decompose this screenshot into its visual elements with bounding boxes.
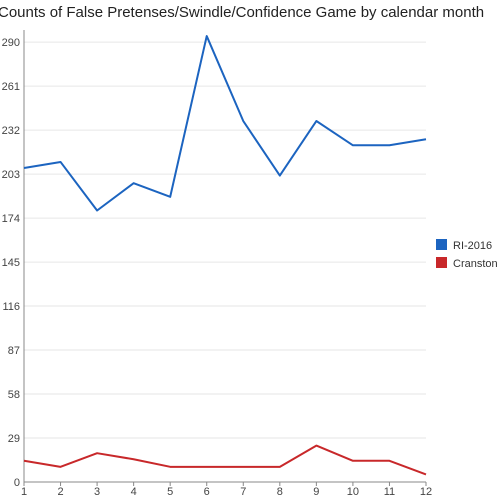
x-tick-label: 1 <box>21 486 27 498</box>
series-lines <box>23 35 427 476</box>
axes <box>23 30 427 486</box>
legend-label: RI-2016 <box>453 240 492 252</box>
y-tick-label: 87 <box>8 345 20 357</box>
legend: RI-2016 Cranston <box>436 239 498 270</box>
series-line-ri-2016 <box>23 35 427 212</box>
chart-title: Counts of False Pretenses/Swindle/Confid… <box>0 4 484 21</box>
x-tick-label: 10 <box>347 486 359 498</box>
legend-swatch <box>436 257 447 268</box>
x-tick-label: 4 <box>131 486 137 498</box>
y-tick-label: 174 <box>2 213 20 225</box>
y-axis-tick-labels: 0 29 58 87 116 145 174 203 232 261 290 <box>2 37 20 489</box>
x-tick-label: 3 <box>94 486 100 498</box>
y-tick-label: 290 <box>2 37 20 49</box>
series-line-cranston <box>23 444 427 476</box>
legend-label: Cranston <box>453 258 498 270</box>
x-tick-label: 6 <box>204 486 210 498</box>
x-tick-label: 5 <box>167 486 173 498</box>
y-tick-label: 145 <box>2 257 20 269</box>
gridlines <box>24 41 426 439</box>
x-tick-label: 8 <box>277 486 283 498</box>
y-tick-label: 116 <box>2 301 20 313</box>
x-tick-label: 7 <box>240 486 246 498</box>
y-tick-label: 29 <box>8 433 20 445</box>
y-tick-label: 203 <box>2 169 20 181</box>
legend-swatch <box>436 239 447 250</box>
x-axis-tick-labels: 1 2 3 4 5 6 7 8 9 10 11 12 <box>21 486 432 498</box>
y-tick-label: 232 <box>2 125 20 137</box>
x-tick-label: 12 <box>420 486 432 498</box>
y-tick-label: 0 <box>14 477 20 489</box>
y-tick-label: 58 <box>8 389 20 401</box>
x-tick-label: 2 <box>57 486 63 498</box>
y-tick-label: 261 <box>2 81 20 93</box>
x-tick-label: 11 <box>384 486 395 498</box>
x-tick-label: 9 <box>313 486 319 498</box>
